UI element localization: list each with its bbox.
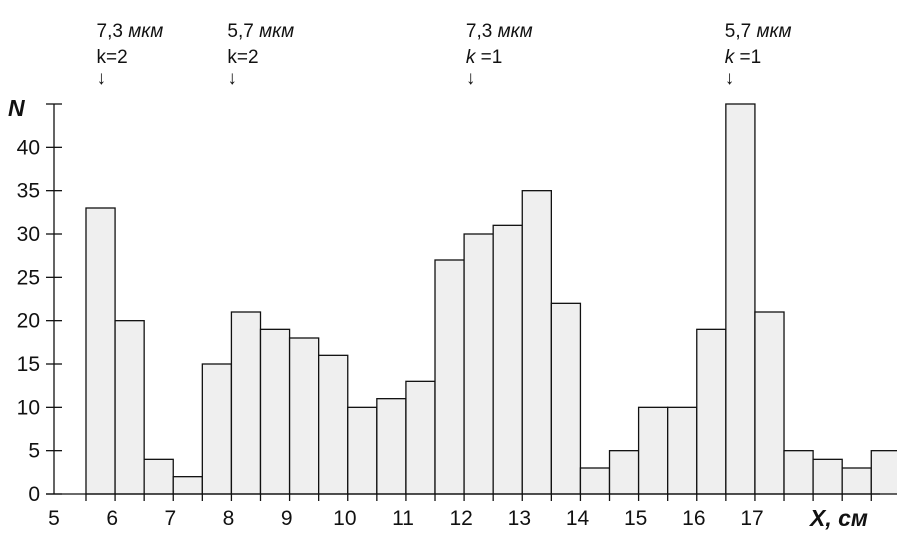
x-tick-label: 11 <box>392 507 414 530</box>
histogram-bar <box>725 103 756 495</box>
histogram-bar <box>783 450 814 495</box>
annotation-wavelength: 7,3 мкм <box>97 21 164 42</box>
y-tick-label: 0 <box>28 483 40 506</box>
y-tick-label: 25 <box>17 266 40 289</box>
x-tick-label: 17 <box>740 507 763 530</box>
histogram-bar <box>85 207 116 495</box>
annotation-wavelength: 7,3 мкм <box>466 21 533 42</box>
x-tick-label: 8 <box>223 507 235 530</box>
annotation-arrow: ↓ <box>725 68 735 89</box>
histogram-bar <box>667 406 698 495</box>
histogram-bar <box>841 467 872 495</box>
peak-annotation: 5,7 мкм k =1↓ <box>725 21 792 89</box>
annotation-arrow: ↓ <box>466 68 476 89</box>
x-tick-label: 14 <box>566 507 590 530</box>
histogram-bar <box>230 311 262 495</box>
histogram-bar <box>492 224 523 495</box>
peak-annotation: 7,3 мкм k =1↓ <box>466 21 533 89</box>
annotation-wavelength: 5,7 мкм <box>725 21 792 42</box>
y-axis-title: N <box>8 95 25 121</box>
x-tick-label: 7 <box>164 507 176 530</box>
y-tick-label: 30 <box>17 223 40 246</box>
histogram-bar <box>463 233 494 495</box>
annotation-arrow: ↓ <box>227 68 237 89</box>
x-tick-label: 9 <box>281 507 293 530</box>
histogram-bar <box>608 450 640 495</box>
histogram-bar <box>347 406 378 495</box>
histogram-bar <box>318 354 349 495</box>
histogram-bar <box>288 337 320 495</box>
x-tick-label: 10 <box>333 507 356 530</box>
histogram-bar <box>696 328 727 495</box>
y-axis: 0 5 10 15 20 25 30 35 40 <box>17 103 62 506</box>
histogram-bar <box>434 259 465 495</box>
x-axis: 5 6 7 8 9 10 11 12 13 14 15 16 17 <box>46 493 880 530</box>
histogram-bar <box>201 363 233 495</box>
x-tick-label: 12 <box>450 507 473 530</box>
y-tick-label: 15 <box>17 353 40 376</box>
y-tick-label: 20 <box>17 310 40 333</box>
x-tick-label: 5 <box>48 507 60 530</box>
histogram-bar <box>870 450 897 495</box>
histogram-bar <box>405 380 436 495</box>
annotation-order: k =1 <box>725 47 761 68</box>
histogram-bar <box>754 311 785 495</box>
x-tick-label: 15 <box>624 507 647 530</box>
histogram-bar <box>143 458 174 495</box>
annotation-order: k=2 <box>97 47 128 68</box>
histogram-bar <box>579 467 611 495</box>
y-tick-label: 10 <box>17 396 40 419</box>
histogram-bar <box>172 476 203 495</box>
x-tick-label: 6 <box>106 507 118 530</box>
histogram-bar <box>259 328 291 495</box>
histogram-bar <box>637 406 669 495</box>
annotation-arrow: ↓ <box>97 68 107 89</box>
histogram-bar <box>114 320 145 495</box>
bars-group <box>85 103 897 495</box>
histogram-bar <box>521 190 552 495</box>
y-tick-label: 40 <box>17 136 40 159</box>
histogram-bar <box>812 458 843 495</box>
annotation-order: k=2 <box>227 47 258 68</box>
y-tick-label: 35 <box>17 180 40 203</box>
x-tick-label: 13 <box>508 507 531 530</box>
peak-annotation: 7,3 мкм k=2↓ <box>97 21 164 89</box>
x-tick-label: 16 <box>682 507 705 530</box>
annotation-order: k =1 <box>466 47 502 68</box>
y-tick-label: 5 <box>28 440 40 463</box>
histogram-bar <box>376 398 407 495</box>
annotation-wavelength: 5,7 мкм <box>227 21 294 42</box>
x-axis-title: X, см <box>808 505 868 531</box>
histogram-bar <box>550 302 582 495</box>
peak-annotation: 5,7 мкм k=2↓ <box>227 21 294 89</box>
